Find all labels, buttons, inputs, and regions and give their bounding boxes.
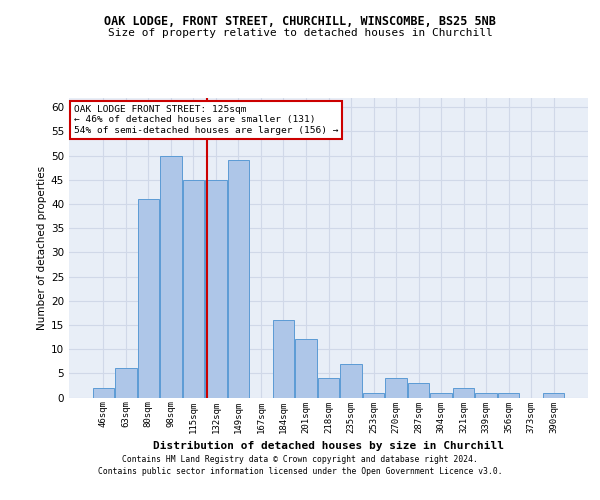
Bar — [475, 392, 497, 398]
Bar — [363, 392, 384, 398]
Text: OAK LODGE FRONT STREET: 125sqm
← 46% of detached houses are smaller (131)
54% of: OAK LODGE FRONT STREET: 125sqm ← 46% of … — [74, 105, 338, 135]
Bar — [498, 392, 520, 398]
Bar — [453, 388, 475, 398]
X-axis label: Distribution of detached houses by size in Churchill: Distribution of detached houses by size … — [153, 441, 504, 451]
Bar — [318, 378, 339, 398]
Bar — [543, 392, 565, 398]
Text: Size of property relative to detached houses in Churchill: Size of property relative to detached ho… — [107, 28, 493, 38]
Bar — [295, 340, 317, 398]
Y-axis label: Number of detached properties: Number of detached properties — [37, 166, 47, 330]
Bar — [205, 180, 227, 398]
Bar — [430, 392, 452, 398]
Bar — [408, 383, 429, 398]
Bar — [160, 156, 182, 398]
Text: Contains HM Land Registry data © Crown copyright and database right 2024.: Contains HM Land Registry data © Crown c… — [122, 455, 478, 464]
Text: Contains public sector information licensed under the Open Government Licence v3: Contains public sector information licen… — [98, 467, 502, 476]
Text: OAK LODGE, FRONT STREET, CHURCHILL, WINSCOMBE, BS25 5NB: OAK LODGE, FRONT STREET, CHURCHILL, WINS… — [104, 15, 496, 28]
Bar — [340, 364, 362, 398]
Bar — [137, 199, 159, 398]
Bar — [273, 320, 294, 398]
Bar — [228, 160, 249, 398]
Bar — [115, 368, 137, 398]
Bar — [182, 180, 204, 398]
Bar — [385, 378, 407, 398]
Bar — [92, 388, 114, 398]
